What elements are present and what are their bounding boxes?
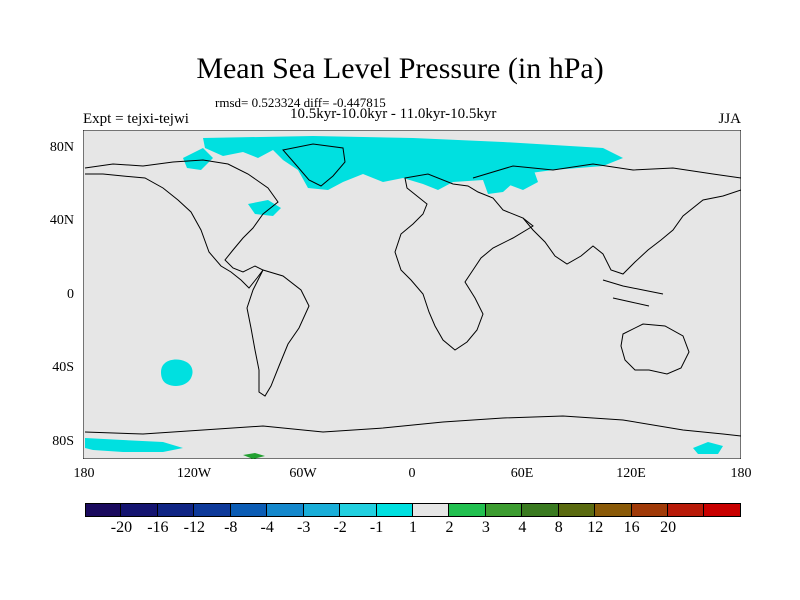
colorbar-swatch (303, 503, 341, 517)
experiment-label: Expt = tejxi-tejwi (83, 111, 189, 127)
colorbar-label: -20 (110, 519, 133, 536)
colorbar-swatch (194, 503, 231, 517)
north-america-anomaly (183, 148, 213, 170)
season-label: JJA (718, 111, 741, 127)
colorbar-label: 16 (623, 519, 640, 536)
colorbar-label: -8 (224, 519, 238, 536)
colorbar-swatch (522, 503, 559, 517)
pacific-south-anomaly (161, 359, 193, 386)
colorbar-label: 4 (518, 519, 527, 536)
colorbar-label: -2 (333, 519, 347, 536)
coast-antarctica (84, 415, 741, 437)
coast-europe-africa (394, 173, 534, 351)
colorbar-label: 12 (587, 519, 604, 536)
colorbar-label: -12 (183, 519, 205, 536)
colorbar-swatch (267, 503, 304, 517)
colorbar-label: 20 (660, 519, 677, 536)
lat-label: 40S (52, 360, 74, 375)
colorbar-label: 2 (445, 519, 454, 536)
coast-greenland (282, 143, 346, 187)
coast-south-america (246, 269, 310, 397)
colorbar-swatch (704, 503, 741, 517)
lon-label: 120W (176, 466, 212, 481)
world-map (83, 130, 741, 459)
colorbar-label: 3 (481, 519, 490, 536)
colorbar-label: -4 (260, 519, 274, 536)
coast-asia (472, 163, 741, 275)
lon-label: 60E (510, 466, 534, 481)
plot-title: Mean Sea Level Pressure (in hPa) (196, 52, 604, 85)
lat-label: 40N (49, 213, 74, 228)
positive-anomaly (243, 453, 265, 459)
colorbar-swatch (668, 503, 705, 517)
colorbar-label: -1 (369, 519, 384, 536)
coast-australia (620, 323, 690, 375)
colorbar-swatch (340, 503, 377, 517)
coast-north-america (84, 159, 279, 289)
lon-label: 60W (289, 466, 317, 481)
colorbar (85, 503, 741, 517)
colorbar-swatch (85, 503, 122, 517)
stats-text: rmsd= 0.523324 diff= -0.447815 (215, 95, 386, 110)
colorbar-swatch (230, 503, 268, 517)
colorbar-label: -16 (147, 519, 169, 536)
colorbar-swatch (485, 503, 523, 517)
lon-label: 120E (616, 466, 646, 481)
colorbar-swatch (558, 503, 596, 517)
siberia-anomaly (503, 168, 538, 190)
colorbar-swatch (121, 503, 158, 517)
coast-indonesia (602, 279, 664, 307)
lat-label: 80S (52, 434, 74, 449)
colorbar-swatch (595, 503, 632, 517)
colorbar-swatch (376, 503, 413, 517)
antarctic-anomaly-east (693, 442, 723, 454)
coastlines (84, 143, 741, 437)
colorbar-swatch (157, 503, 195, 517)
antarctic-anomaly-west (85, 438, 183, 452)
lat-label: 0 (67, 287, 74, 302)
lon-label: 180 (730, 466, 752, 481)
map-background (83, 130, 741, 459)
colorbar-label: 8 (554, 519, 563, 536)
colorbar-label: -3 (296, 519, 311, 536)
colorbar-swatch (631, 503, 668, 517)
period-text: 10.5kyr-10.0kyr - 11.0kyr-10.5kyr (290, 106, 497, 122)
colorbar-swatch (449, 503, 486, 517)
lon-label: 180 (73, 466, 95, 481)
labrador-anomaly (248, 200, 281, 216)
lat-label: 80N (49, 140, 74, 155)
lon-label: 0 (408, 466, 416, 481)
colorbar-swatch (412, 503, 450, 517)
colorbar-label: 1 (409, 519, 417, 536)
